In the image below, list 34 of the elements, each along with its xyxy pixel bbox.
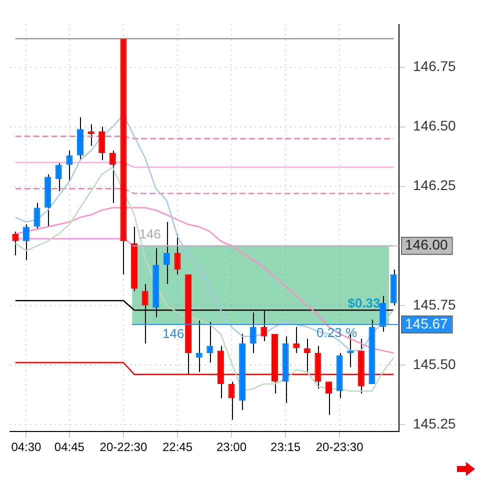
x-tick-label: 20-22:30 bbox=[100, 440, 148, 454]
x-tick-label: 20-23:30 bbox=[316, 440, 364, 454]
annotation: 146 bbox=[162, 326, 184, 342]
y-tick-label: 145.75 bbox=[413, 296, 456, 312]
y-tick-label: 145.50 bbox=[413, 356, 456, 372]
candlestick bbox=[22, 224, 30, 261]
ref-line-label: 145.67 bbox=[405, 315, 448, 332]
x-tick-label: 04:30 bbox=[11, 440, 42, 454]
candlestick bbox=[174, 233, 181, 275]
annotation: 146 bbox=[139, 226, 161, 242]
x-tick-label: 23:15 bbox=[270, 440, 301, 454]
candlestick bbox=[163, 222, 170, 284]
x-tick-label: 04:45 bbox=[54, 440, 85, 454]
x-tick-label: 23:00 bbox=[216, 440, 247, 454]
candlestick bbox=[55, 162, 62, 192]
x-tick-label: 22:45 bbox=[162, 440, 193, 454]
candlestick bbox=[66, 150, 73, 182]
candlestick bbox=[293, 326, 300, 354]
candlestick bbox=[109, 150, 116, 204]
candlestick bbox=[88, 124, 94, 146]
candlestick bbox=[98, 126, 106, 161]
annotation: 0.23 % bbox=[316, 325, 358, 340]
candlestick bbox=[228, 381, 235, 420]
y-tick-label: 146.50 bbox=[413, 118, 456, 134]
candlestick bbox=[326, 381, 332, 416]
candlestick bbox=[34, 202, 40, 230]
candlestick bbox=[196, 319, 202, 373]
y-tick-label: 146.25 bbox=[413, 177, 456, 194]
y-tick-label: 145.25 bbox=[413, 415, 456, 432]
annotation: $0.33 bbox=[348, 296, 380, 311]
ref-line-label: 146.00 bbox=[405, 236, 448, 253]
candlestick bbox=[12, 231, 19, 256]
y-tick-label: 146.75 bbox=[413, 58, 456, 74]
candlestick bbox=[206, 322, 214, 364]
